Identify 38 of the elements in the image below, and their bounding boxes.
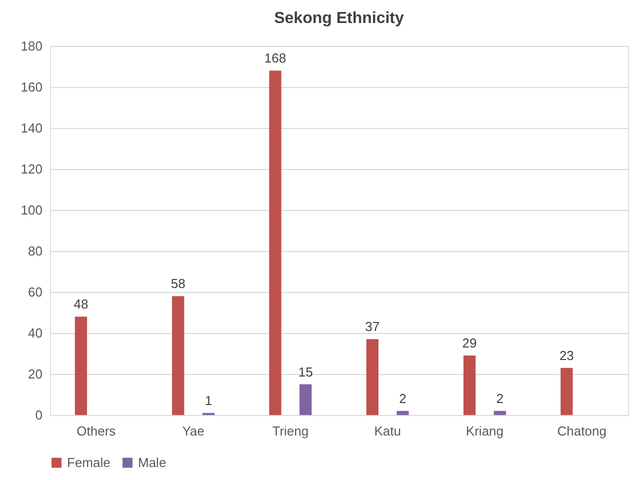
data-label: 168 bbox=[264, 50, 286, 66]
y-tick-label: 140 bbox=[20, 120, 42, 136]
x-tick-label: Katu bbox=[374, 424, 401, 438]
data-label: 37 bbox=[365, 319, 380, 334]
data-label: 2 bbox=[496, 390, 504, 406]
data-label: 2 bbox=[399, 390, 406, 406]
bar bbox=[494, 410, 506, 415]
data-label: 48 bbox=[74, 296, 88, 312]
bar bbox=[366, 339, 378, 415]
y-tick-label: 120 bbox=[20, 162, 42, 176]
x-tick-label: Others bbox=[76, 424, 116, 438]
legend-label: Male bbox=[138, 454, 166, 470]
y-tick-label: 80 bbox=[28, 244, 42, 258]
data-label: 29 bbox=[462, 336, 477, 351]
y-tick-label: 180 bbox=[20, 38, 42, 54]
x-tick-label: Chatong bbox=[557, 424, 606, 438]
data-label: 23 bbox=[559, 348, 574, 363]
chart-title: Sekong Ethnicity bbox=[274, 10, 404, 27]
x-tick-label: Kriang bbox=[466, 424, 504, 438]
bar bbox=[560, 368, 573, 415]
legend-label: Female bbox=[67, 454, 110, 470]
y-tick-label: 40 bbox=[28, 326, 42, 340]
y-tick-label: 0 bbox=[35, 408, 42, 422]
bar bbox=[463, 356, 476, 415]
bar bbox=[269, 70, 282, 415]
data-label: 1 bbox=[204, 392, 212, 408]
x-tick-label: Trieng bbox=[272, 424, 309, 438]
bar bbox=[172, 296, 184, 415]
x-tick-label: Yae bbox=[182, 424, 204, 438]
y-tick-label: 160 bbox=[20, 80, 42, 94]
y-tick-label: 100 bbox=[20, 202, 42, 218]
y-tick-label: 20 bbox=[28, 366, 42, 382]
bar bbox=[74, 316, 88, 415]
data-label: 58 bbox=[170, 276, 186, 292]
data-label: 15 bbox=[298, 364, 313, 380]
y-tick-label: 60 bbox=[28, 284, 42, 300]
bar bbox=[396, 410, 409, 415]
bar bbox=[300, 384, 312, 415]
